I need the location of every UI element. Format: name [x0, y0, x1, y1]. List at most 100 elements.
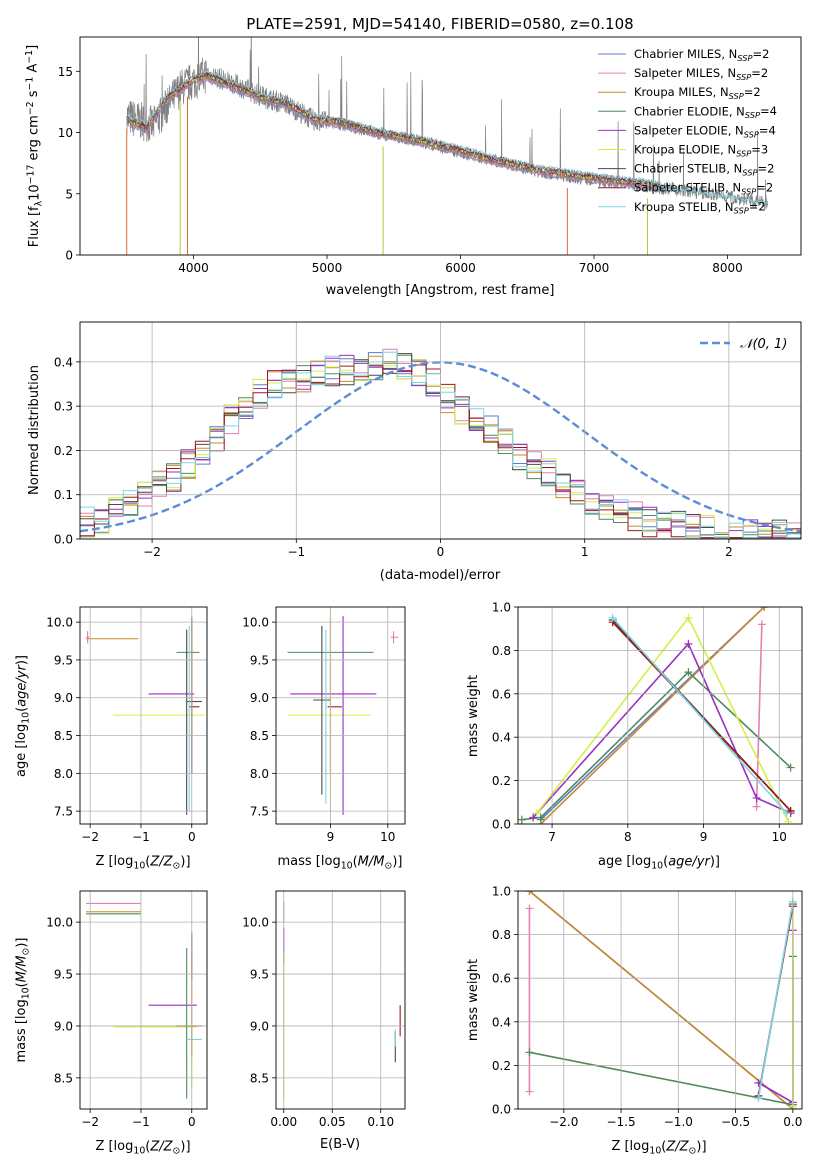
age-vs-mass-frame: [275, 606, 406, 825]
residuals-ytick-label: 0.4: [54, 355, 73, 369]
weight-vs-z-xtick-label: −2.0: [549, 1115, 578, 1129]
age-vs-z-xlabel: Z [log10(Z/Z⊙)]: [95, 854, 190, 872]
age-vs-mass-ytick-label: 7.5: [250, 805, 269, 819]
weight-vs-z-ytick-label: 0.2: [492, 1059, 511, 1073]
model-spectrum-line: [126, 69, 661, 185]
legend-entry: Chabrier MILES, NSSP=2: [634, 47, 769, 63]
age-vs-mass-xtick-label: 9: [327, 830, 335, 844]
weight-vs-age-marker: [532, 809, 541, 818]
legend-entry: Salpeter STELIB, NSSP=2: [634, 181, 773, 197]
weight-vs-age-series-line: [521, 670, 792, 821]
weight-vs-age-ytick-label: 0.6: [492, 687, 511, 701]
residuals-xlabel: (data-model)/error: [380, 568, 501, 583]
spectrum-ytick-label: 5: [65, 187, 73, 201]
spectrum-xlabel: wavelength [Angstrom, rest frame]: [326, 283, 555, 298]
weight-vs-z-series-line: [529, 956, 794, 1106]
residuals-ytick-label: 0.2: [54, 444, 73, 458]
mass-vs-ebv-ytick-label: 10.0: [242, 916, 269, 930]
legend-entry: Kroupa ELODIE, NSSP=3: [634, 142, 768, 158]
weight-vs-age-ytick-label: 1.0: [492, 601, 511, 615]
age-vs-mass-xtick-label: 10: [380, 830, 395, 844]
legend-entry: Salpeter MILES, NSSP=2: [634, 66, 768, 82]
mass-vs-ebv-ytick-label: 9.5: [250, 968, 269, 982]
spectrum-xtick-label: 7000: [579, 261, 610, 275]
mass-vs-ebv-ytick-label: 9.0: [250, 1019, 269, 1033]
spectrum-ylabel: Flux [fλ10−17 erg cm−2 s−1 A−1]: [24, 45, 44, 247]
weight-vs-z-marker: [525, 891, 534, 895]
residuals-xtick-label: 2: [725, 545, 733, 559]
age-vs-mass-ytick-label: 9.0: [250, 691, 269, 705]
weight-vs-z-series-line: [528, 891, 794, 1109]
chart-title: PLATE=2591, MJD=54140, FIBERID=0580, z=0…: [246, 15, 633, 33]
weight-vs-age-ytick-label: 0.4: [492, 731, 511, 745]
age-vs-z-ytick-label: 8.0: [54, 767, 73, 781]
spectrum-frame: [79, 36, 802, 256]
spectrum-panel: 4000 5000 6000 7000 8000 0 5 10 15: [58, 36, 802, 275]
weight-vs-age-ytick-label: 0.8: [492, 644, 511, 658]
weight-vs-z-series-line: [757, 901, 794, 1099]
weight-vs-age-ytick-label: 0.0: [492, 818, 511, 832]
age-vs-z-ytick-label: 8.5: [54, 729, 73, 743]
mass-vs-z-frame: [79, 890, 208, 1110]
age-vs-z-ytick-label: 9.0: [54, 691, 73, 705]
legend-entry: Chabrier ELODIE, NSSP=4: [634, 104, 777, 120]
weight-vs-age-marker: [536, 813, 545, 822]
weight-vs-z-series-line: [758, 930, 794, 1104]
mass-vs-z-panel: −2 −1 0 8.5 9.0 9.5 10.0: [46, 890, 208, 1129]
residuals-panel: −2 −1 0 1 2 0.0 0.1 0.2 0.3 0.4: [54, 321, 802, 559]
spectrum-xtick-label: 4000: [178, 261, 209, 275]
weight-vs-age-marker: [752, 802, 761, 811]
weight-vs-age-ytick-label: 0.2: [492, 774, 511, 788]
spectrum-xtick-label: 5000: [312, 261, 343, 275]
weight-vs-age-series-line: [540, 607, 765, 824]
age-vs-z-plot-area: [86, 616, 205, 815]
age-vs-z-ytick-label: 10.0: [46, 616, 73, 630]
age-vs-mass-ytick-label: 10.0: [242, 616, 269, 630]
weight-vs-z-marker: [525, 904, 534, 913]
weight-vs-age-marker: [684, 668, 693, 677]
model-spectrum-line: [126, 71, 661, 187]
weight-vs-age-marker: [529, 813, 538, 822]
mass-vs-z-ytick-label: 9.5: [54, 968, 73, 982]
weight-vs-age-marker: [760, 607, 769, 611]
weight-vs-age-xtick-label: 9: [700, 830, 708, 844]
age-vs-mass-panel: 9 10 7.5 8.0 8.5 9.0 9.5 10.0: [242, 606, 406, 844]
age-vs-mass-ytick-label: 9.5: [250, 653, 269, 667]
mass-vs-z-plot-area: [86, 902, 202, 1099]
age-vs-z-ytick-label: 9.5: [54, 653, 73, 667]
mass-vs-ebv-frame: [275, 890, 406, 1110]
model-spectrum-line: [126, 74, 661, 188]
weight-vs-z-xtick-label: 0.0: [783, 1115, 802, 1129]
residuals-frame: [79, 321, 802, 540]
residuals-ytick-label: 0.3: [54, 400, 73, 414]
mass-vs-z-ytick-label: 10.0: [46, 916, 73, 930]
weight-vs-age-panel: 7 8 9 10 0.0 0.2 0.4 0.6 0.8 1.0: [492, 601, 803, 844]
weight-vs-age-marker: [684, 613, 693, 622]
residuals-xtick-label: 0: [437, 545, 445, 559]
legend-entry: Chabrier STELIB, NSSP=2: [634, 161, 774, 177]
weight-vs-age-marker: [757, 620, 766, 629]
weight-vs-z-xlabel: Z [log10(Z/Z⊙)]: [611, 1139, 706, 1157]
spectrum-ytick-label: 15: [58, 65, 73, 79]
age-vs-z-ylabel: age [log10(age/yr)]: [14, 655, 31, 777]
weight-vs-z-xtick-label: −1.5: [606, 1115, 635, 1129]
age-vs-mass-ytick-label: 8.0: [250, 767, 269, 781]
residuals-ytick-label: 0.1: [54, 488, 73, 502]
residuals-ytick-label: 0.0: [54, 533, 73, 547]
mass-vs-z-xtick-label: −1: [132, 1115, 150, 1129]
weight-vs-age-xtick-label: 10: [772, 830, 787, 844]
age-vs-z-panel: −2 −1 0 7.5 8.0 8.5 9.0 9.5 10.0: [46, 606, 208, 844]
weight-vs-age-marker: [684, 639, 693, 648]
weight-vs-z-xtick-label: −0.5: [721, 1115, 750, 1129]
normal-legend-label: 𝒩(0, 1): [740, 337, 787, 352]
model-spectrum-extension: [647, 184, 768, 206]
legend-entry: Salpeter ELODIE, NSSP=4: [634, 123, 776, 139]
spectrum-xtick-label: 6000: [445, 261, 476, 275]
legend-entry: Kroupa STELIB, NSSP=2: [634, 200, 766, 216]
weight-vs-age-marker: [786, 763, 795, 772]
age-vs-z-frame: [79, 606, 208, 825]
weight-vs-z-ytick-label: 0.6: [492, 972, 511, 986]
legend-entry: Kroupa MILES, NSSP=2: [634, 85, 761, 101]
